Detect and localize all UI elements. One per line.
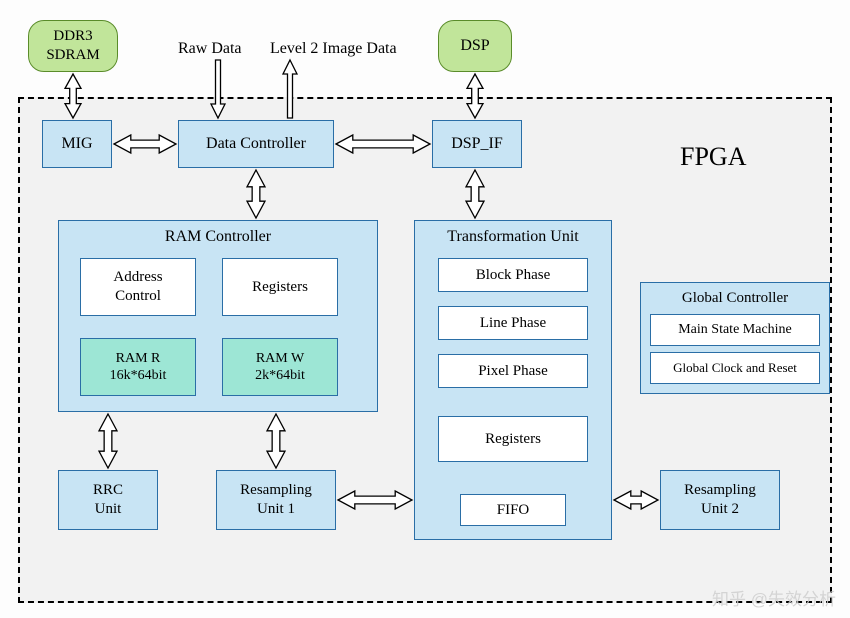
ram-controller-title: RAM Controller (59, 227, 377, 247)
raw-data-label: Raw Data (178, 40, 242, 58)
rrc-line1: RRC (93, 482, 123, 498)
resamp1-line2: Unit 1 (257, 501, 295, 517)
ddr3-line1: DDR3 (53, 28, 92, 44)
fpga-label: FPGA (680, 142, 746, 172)
dsp-label: DSP (460, 36, 489, 56)
line-phase-block: Line Phase (438, 306, 588, 340)
global-title: Global Controller (641, 289, 829, 308)
resamp1-line1: Resampling (240, 482, 312, 498)
resampling-unit-1-block: Resampling Unit 1 (216, 470, 336, 530)
global-clk-label: Global Clock and Reset (673, 360, 797, 376)
dsp-if-label: DSP_IF (451, 134, 503, 154)
trans-title: Transformation Unit (415, 227, 611, 247)
resampling-unit-2-block: Resampling Unit 2 (660, 470, 780, 530)
line-phase-label: Line Phase (480, 314, 546, 333)
registers2-label: Registers (485, 430, 541, 449)
registers-block-2: Registers (438, 416, 588, 462)
diagram-canvas: FPGA DDR3 SDRAM DSP Raw Data Level 2 Ima… (0, 0, 850, 618)
data-controller-block: Data Controller (178, 120, 334, 168)
ramr-line1: RAM R (116, 351, 161, 366)
registers1-label: Registers (252, 278, 308, 297)
addr-line1: Address (113, 269, 162, 285)
pixel-phase-block: Pixel Phase (438, 354, 588, 388)
rrc-line2: Unit (95, 501, 122, 517)
dsp-node: DSP (438, 20, 512, 72)
ramr-line2: 16k*64bit (110, 368, 167, 383)
ram-r-block: RAM R 16k*64bit (80, 338, 196, 396)
resamp2-line2: Unit 2 (701, 501, 739, 517)
block-phase-label: Block Phase (476, 266, 551, 285)
mig-block: MIG (42, 120, 112, 168)
ddr3-sdram-node: DDR3 SDRAM (28, 20, 118, 72)
registers-block-1: Registers (222, 258, 338, 316)
addr-line2: Control (115, 288, 161, 304)
ram-w-block: RAM W 2k*64bit (222, 338, 338, 396)
ramw-line2: 2k*64bit (255, 368, 305, 383)
watermark-text: 知乎 @失效分析 (712, 585, 836, 610)
pixel-phase-label: Pixel Phase (478, 362, 548, 381)
block-phase-block: Block Phase (438, 258, 588, 292)
rrc-unit-block: RRC Unit (58, 470, 158, 530)
dsp-if-block: DSP_IF (432, 120, 522, 168)
data-controller-label: Data Controller (206, 134, 306, 154)
mig-label: MIG (61, 134, 92, 154)
resamp2-line1: Resampling (684, 482, 756, 498)
fifo-block: FIFO (460, 494, 566, 526)
fifo-label: FIFO (497, 501, 530, 520)
main-sm-label: Main State Machine (678, 321, 792, 339)
ddr3-line2: SDRAM (46, 47, 99, 63)
main-state-machine-block: Main State Machine (650, 314, 820, 346)
level2-label: Level 2 Image Data (270, 40, 397, 58)
ramw-line1: RAM W (256, 351, 304, 366)
address-control-block: Address Control (80, 258, 196, 316)
global-clock-reset-block: Global Clock and Reset (650, 352, 820, 384)
